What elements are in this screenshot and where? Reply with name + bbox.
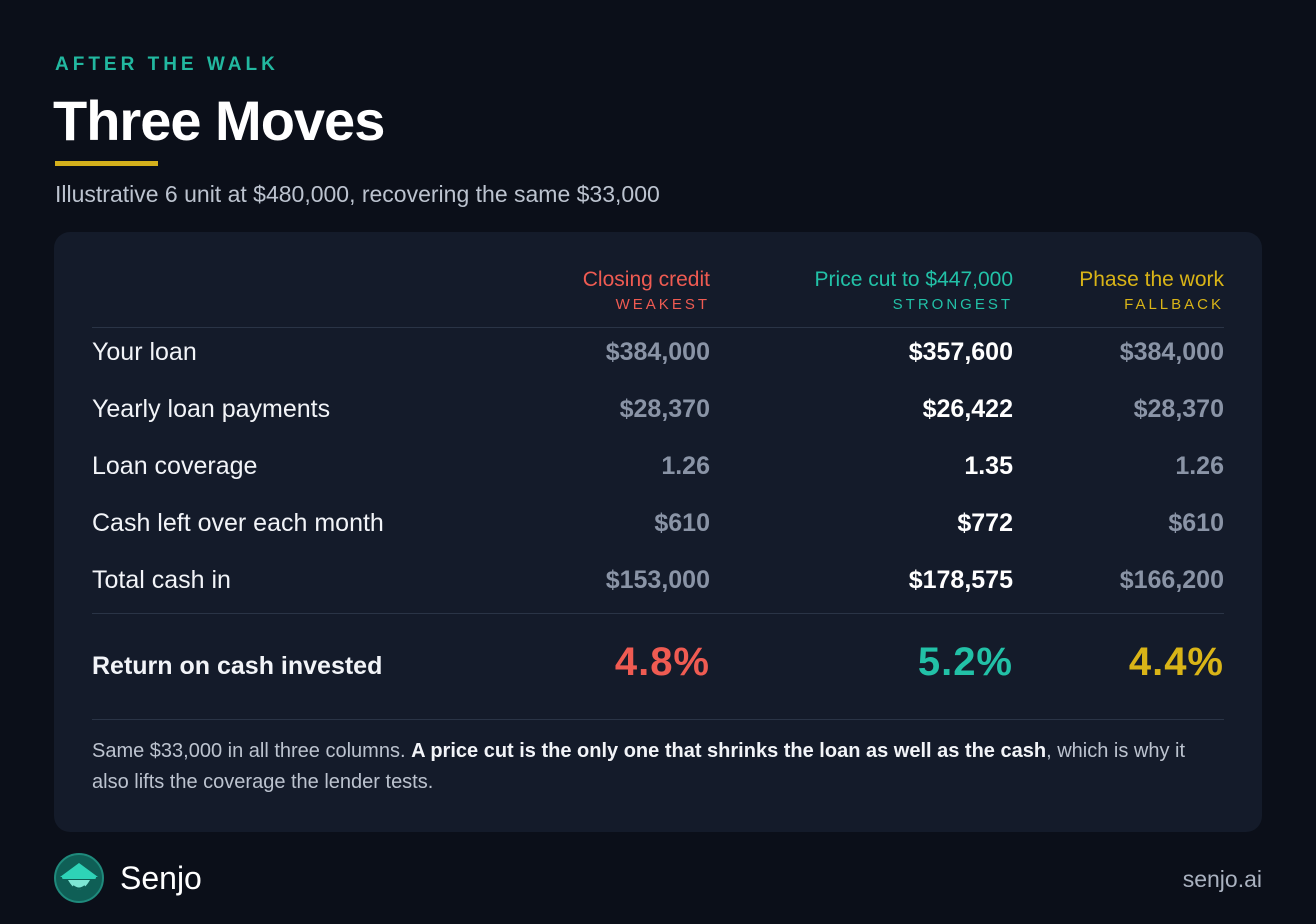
row-label: Total cash in xyxy=(92,566,231,594)
value-closing-credit: $384,000 xyxy=(605,338,710,366)
value-price-cut: $178,575 xyxy=(908,566,1013,594)
table-row: Your loan $384,000 $357,600 $384,000 xyxy=(92,332,1224,372)
column-header-closing-credit: Closing credit WEAKEST xyxy=(583,268,710,313)
page-title: Three Moves xyxy=(53,89,385,152)
column-tag: WEAKEST xyxy=(615,296,710,313)
value-closing-credit: $28,370 xyxy=(619,395,710,423)
brand: Senjo xyxy=(54,853,202,903)
footnote: Same $33,000 in all three columns. A pri… xyxy=(92,736,1224,798)
result-row: Return on cash invested 4.8% 5.2% 4.4% xyxy=(92,640,1224,692)
row-label: Your loan xyxy=(92,338,197,366)
column-tag: STRONGEST xyxy=(892,296,1013,313)
row-label: Yearly loan payments xyxy=(92,395,331,423)
value-phase-work: $384,000 xyxy=(1119,338,1224,366)
result-phase-work: 4.4% xyxy=(1128,640,1224,684)
column-name: Price cut to $447,000 xyxy=(814,268,1013,291)
value-price-cut: 1.35 xyxy=(964,452,1013,480)
value-closing-credit: 1.26 xyxy=(661,452,710,480)
column-header-phase-work: Phase the work FALLBACK xyxy=(1079,268,1224,313)
value-phase-work: $28,370 xyxy=(1133,395,1224,423)
header-divider xyxy=(92,327,1224,328)
value-price-cut: $26,422 xyxy=(922,395,1013,423)
column-header-price-cut: Price cut to $447,000 STRONGEST xyxy=(815,268,1013,313)
footnote-tail: , which is why it also lifts the coverag… xyxy=(92,740,1186,793)
subtitle: Illustrative 6 unit at $480,000, recover… xyxy=(55,181,660,207)
table-row: Cash left over each month $610 $772 $610 xyxy=(92,503,1224,543)
result-closing-credit: 4.8% xyxy=(614,640,710,684)
note-divider xyxy=(92,719,1224,720)
comparison-card: Closing credit WEAKEST Price cut to $447… xyxy=(54,232,1262,832)
hat-face-icon xyxy=(54,853,104,903)
table-row: Loan coverage 1.26 1.35 1.26 xyxy=(92,446,1224,486)
row-label: Cash left over each month xyxy=(92,509,384,537)
value-closing-credit: $153,000 xyxy=(605,566,710,594)
value-price-cut: $357,600 xyxy=(908,338,1013,366)
column-name: Phase the work xyxy=(1079,268,1224,291)
footnote-emphasis: A price cut is the only one that shrinks… xyxy=(411,740,1047,762)
row-label: Loan coverage xyxy=(92,452,258,480)
table-row: Total cash in $153,000 $178,575 $166,200 xyxy=(92,560,1224,600)
brand-name: Senjo xyxy=(120,859,202,896)
result-label: Return on cash invested xyxy=(92,652,383,680)
footnote-lead: Same $33,000 in all three columns. xyxy=(92,740,412,762)
value-phase-work: $166,200 xyxy=(1119,566,1224,594)
table-row: Yearly loan payments $28,370 $26,422 $28… xyxy=(92,389,1224,429)
result-divider xyxy=(92,613,1224,614)
column-name: Closing credit xyxy=(582,268,710,291)
value-closing-credit: $610 xyxy=(654,509,710,537)
eyebrow: AFTER THE WALK xyxy=(55,54,279,75)
value-phase-work: $610 xyxy=(1168,509,1224,537)
result-price-cut: 5.2% xyxy=(917,640,1013,684)
value-price-cut: $772 xyxy=(957,509,1013,537)
title-underline xyxy=(55,161,158,166)
value-phase-work: 1.26 xyxy=(1175,452,1224,480)
site-link[interactable]: senjo.ai xyxy=(1182,866,1262,892)
column-tag: FALLBACK xyxy=(1124,296,1224,313)
